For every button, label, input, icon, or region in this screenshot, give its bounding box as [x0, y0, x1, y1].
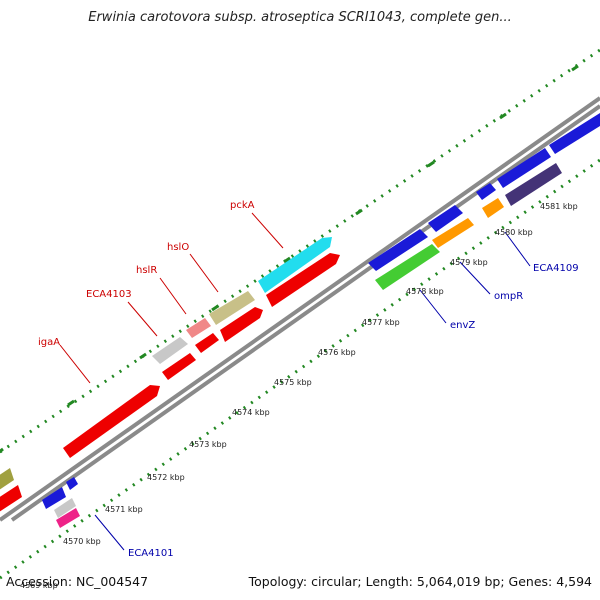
- tick-label-4570: 4570 kbp: [63, 537, 101, 546]
- tick-label-4577: 4577 kbp: [362, 318, 400, 327]
- leader-igaA: [59, 344, 91, 384]
- gene-blue-5: [549, 113, 600, 154]
- gene-igaA-block: [63, 385, 160, 458]
- leader-ompR: [459, 261, 491, 295]
- leader-hslR: [159, 277, 187, 315]
- gene-red-small-2: [195, 333, 219, 353]
- gene-cyan-pckA: [258, 237, 332, 293]
- gene-blue-low-1: [42, 487, 66, 509]
- gene-label-igaA[interactable]: igaA: [38, 337, 60, 348]
- leader-hslO: [189, 253, 219, 293]
- lower-genes: [42, 163, 562, 528]
- gene-label-envZ[interactable]: envZ: [450, 320, 475, 331]
- backbone-outer: [0, 96, 600, 522]
- gene-magenta-low: [56, 508, 80, 528]
- tick-label-4572: 4572 kbp: [147, 473, 185, 482]
- tick-label-4575: 4575 kbp: [274, 378, 312, 387]
- upper-genes: [0, 113, 600, 512]
- tick-label-4579: 4579 kbp: [450, 258, 488, 267]
- gene-label-pckA[interactable]: pckA: [230, 200, 255, 211]
- gene-label-hslR[interactable]: hslR: [136, 265, 157, 276]
- tick-label-4581: 4581 kbp: [540, 202, 578, 211]
- leader-ECA4103: [127, 301, 158, 337]
- accession-text: Accession: NC_004547: [6, 574, 149, 589]
- gene-red-edge: [0, 485, 22, 512]
- leader-envZ: [419, 289, 447, 324]
- gene-label-ECA4103[interactable]: ECA4103: [86, 289, 132, 300]
- upper-dash-marks: [0, 64, 579, 454]
- gene-blue-3: [476, 183, 496, 200]
- gene-pink-hslR: [186, 318, 211, 338]
- gene-blue-4: [497, 148, 551, 188]
- tick-label-4578: 4578 kbp: [406, 287, 444, 296]
- gene-olive-hslO: [209, 291, 255, 325]
- gene-red-small-3: [220, 307, 263, 342]
- gene-blue-2: [428, 205, 463, 232]
- gene-orange-ompR-b: [482, 198, 504, 218]
- gene-orange-ompR-a: [432, 218, 474, 248]
- gene-blue-low-2: [66, 477, 78, 490]
- gene-label-ompR[interactable]: ompR: [494, 291, 523, 302]
- leader-ECA4101: [94, 514, 125, 551]
- gene-blue-1: [368, 229, 428, 271]
- gene-green-envZ: [375, 244, 440, 290]
- backbone-inner: [10, 104, 600, 522]
- tick-label-4571: 4571 kbp: [105, 505, 143, 514]
- tick-label-4580: 4580 kbp: [495, 228, 533, 237]
- gene-label-ECA4101[interactable]: ECA4101: [128, 548, 174, 559]
- gene-gray-low: [54, 498, 76, 518]
- gene-label-ECA4109[interactable]: ECA4109: [533, 263, 579, 274]
- tick-label-partial: 4569 kbp: [20, 581, 58, 590]
- gene-olive-edge: [0, 468, 14, 490]
- tick-label-4576: 4576 kbp: [318, 348, 356, 357]
- lower-dotted-track: [0, 158, 600, 580]
- topology-text: Topology: circular; Length: 5,064,019 bp…: [248, 574, 592, 589]
- map-title: Erwinia carotovora subsp. atroseptica SC…: [88, 10, 512, 25]
- tick-label-4574: 4574 kbp: [232, 408, 270, 417]
- gene-navy-ECA4109: [505, 163, 562, 206]
- leader-pckA: [251, 212, 284, 249]
- upper-dotted-track: [0, 48, 600, 454]
- leader-ECA4109: [504, 231, 531, 267]
- gene-label-hslO[interactable]: hslO: [167, 242, 189, 253]
- gene-gray-ECA4103: [152, 337, 188, 364]
- tick-label-4573: 4573 kbp: [189, 440, 227, 449]
- gene-red-pck: [266, 253, 340, 307]
- gene-red-small-1: [162, 353, 196, 380]
